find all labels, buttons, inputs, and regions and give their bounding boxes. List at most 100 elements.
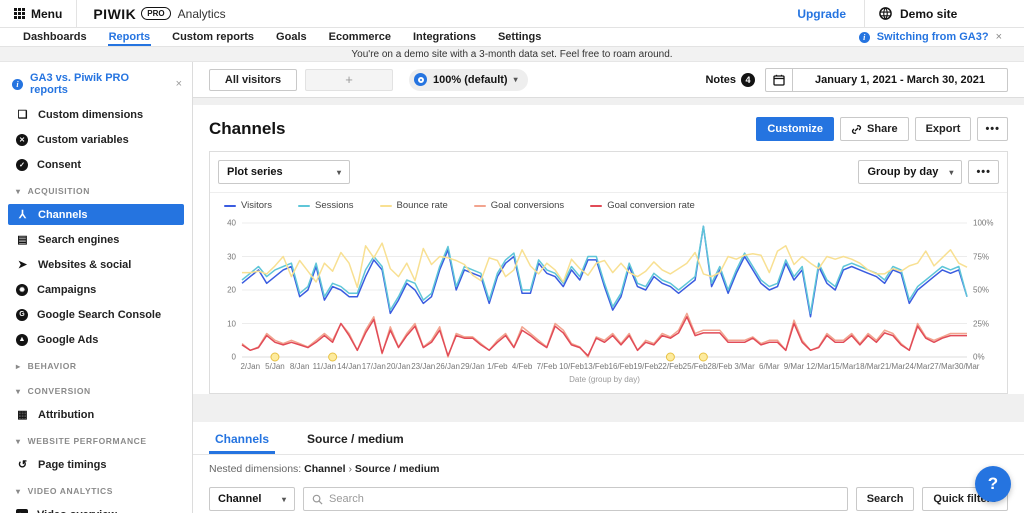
sidebar-item-label: Google Ads — [37, 334, 98, 346]
sidebar-item-label: Attribution — [38, 409, 94, 421]
sidebar-item-label: Campaigns — [37, 284, 96, 296]
legend-swatch — [590, 205, 602, 207]
time-series-chart: 0102030400%25%50%75%100%2/Jan5/Jan8/Jan1… — [210, 215, 1007, 393]
sampling-selector[interactable]: 100% (default) ▾ — [409, 69, 528, 91]
sidebar-item-channels[interactable]: ⅄Channels — [8, 204, 184, 225]
sidebar-item-consent[interactable]: ✓Consent — [8, 154, 184, 175]
y-axis-right-tick: 75% — [973, 252, 989, 261]
legend-label: Bounce rate — [397, 200, 448, 211]
sidebar-section-acquisition[interactable]: ▾ACQUISITION — [8, 182, 184, 200]
x-axis-tick: 18/Mar — [856, 362, 881, 371]
chevron-down-icon: ▾ — [16, 187, 21, 196]
search-input[interactable] — [329, 493, 839, 505]
notes-button[interactable]: Notes 4 — [705, 73, 755, 87]
menu-label: Menu — [31, 7, 62, 21]
search-box — [303, 487, 848, 511]
channels-icon: ⅄ — [16, 208, 29, 221]
nav-tab-ecommerce[interactable]: Ecommerce — [318, 28, 402, 46]
note-marker-icon[interactable] — [666, 353, 674, 361]
sidebar-item-search-engines[interactable]: ▤Search engines — [8, 229, 184, 250]
attribution-icon: ▦ — [16, 408, 29, 421]
consent-icon: ✓ — [16, 159, 28, 171]
sidebar-item-label: Google Search Console — [37, 309, 161, 321]
note-marker-icon[interactable] — [271, 353, 279, 361]
sidebar-item-attribution[interactable]: ▦ Attribution — [8, 404, 184, 425]
sidebar-item-websites-social[interactable]: ➤Websites & social — [8, 254, 184, 275]
report-scroll-area[interactable]: Channels Customize Share Export — [193, 98, 1024, 513]
upgrade-link[interactable]: Upgrade — [779, 7, 864, 21]
legend-label: Sessions — [315, 200, 354, 211]
group-by-select[interactable]: Group by day ▾ — [858, 160, 962, 184]
site-selector[interactable]: Demo site — [864, 0, 1024, 27]
sidebar-item-google-search-console[interactable]: GGoogle Search Console — [8, 304, 184, 325]
legend-item-bounce-rate[interactable]: Bounce rate — [380, 200, 448, 211]
legend-swatch — [224, 205, 236, 207]
nav-tab-settings[interactable]: Settings — [487, 28, 552, 46]
share-label: Share — [867, 123, 898, 135]
x-axis-tick: 20/Jan — [387, 362, 411, 371]
note-marker-icon[interactable] — [329, 353, 337, 361]
report-controls-bar: All visitors + 100% (default) ▾ Notes 4 — [193, 62, 1024, 98]
close-icon[interactable]: × — [996, 31, 1002, 43]
x-axis-tick: 30/Mar — [955, 362, 980, 371]
tab-source-medium[interactable]: Source / medium — [301, 422, 410, 454]
sidebar-item-custom-dimensions[interactable]: ❑Custom dimensions — [8, 104, 184, 125]
note-marker-icon[interactable] — [699, 353, 707, 361]
chevron-down-icon: ▾ — [282, 495, 286, 504]
sidebar-item-page-timings[interactable]: ↺Page timings — [8, 454, 184, 475]
tab-channels[interactable]: Channels — [209, 422, 275, 454]
calendar-button[interactable] — [765, 68, 793, 92]
search-button[interactable]: Search — [856, 487, 915, 511]
customize-button[interactable]: Customize — [756, 117, 834, 141]
nav-tab-integrations[interactable]: Integrations — [402, 28, 487, 46]
segment-all-visitors-button[interactable]: All visitors — [209, 69, 297, 91]
share-button[interactable]: Share — [840, 117, 909, 141]
nav-tab-custom-reports[interactable]: Custom reports — [161, 28, 265, 46]
sidebar-section-website-performance[interactable]: ▾WEBSITE PERFORMANCE — [8, 432, 184, 450]
plot-series-select[interactable]: Plot series ▾ — [218, 160, 350, 184]
sidebar-section-conversion[interactable]: ▾CONVERSION — [8, 382, 184, 400]
x-axis-tick: 8/Jan — [290, 362, 310, 371]
dimensions-table-card: ChannelsSource / medium Nested dimension… — [193, 422, 1024, 513]
sidebar-item-label: Search engines — [38, 234, 119, 246]
add-segment-button[interactable]: + — [305, 69, 393, 91]
sidebar-item-label: Websites & social — [38, 259, 131, 271]
nav-tab-dashboards[interactable]: Dashboards — [12, 28, 98, 46]
x-axis-tick: 1/Feb — [487, 362, 507, 371]
chart-more-button[interactable]: ••• — [968, 160, 999, 184]
x-axis-tick: 7/Feb — [537, 362, 557, 371]
help-button[interactable]: ? — [975, 466, 1011, 502]
more-options-button[interactable]: ••• — [977, 117, 1008, 141]
sidebar-section-video-analytics[interactable]: ▾VIDEO ANALYTICS — [8, 482, 184, 500]
date-range-picker[interactable]: January 1, 2021 - March 30, 2021 — [793, 68, 1008, 92]
nav-tab-goals[interactable]: Goals — [265, 28, 318, 46]
x-axis-tick: 6/Mar — [759, 362, 779, 371]
export-button[interactable]: Export — [915, 117, 972, 141]
series-goal-conversions — [242, 313, 967, 357]
sidebar-section-label: BEHAVIOR — [28, 361, 77, 371]
sidebar-item-video-overview[interactable]: ▸Video overview — [8, 504, 184, 513]
menu-button[interactable]: Menu — [0, 0, 77, 27]
ga3-vs-piwik-link[interactable]: GA3 vs. Piwik PRO reports — [30, 72, 169, 96]
legend-item-sessions[interactable]: Sessions — [298, 200, 354, 211]
legend-item-goal-conversions[interactable]: Goal conversions — [474, 200, 564, 211]
info-icon: i — [859, 32, 870, 43]
legend-item-visitors[interactable]: Visitors — [224, 200, 272, 211]
demo-notice-text: You're on a demo site with a 3-month dat… — [351, 49, 672, 60]
sidebar-item-campaigns[interactable]: ✹Campaigns — [8, 279, 184, 300]
y-axis-right-tick: 50% — [973, 286, 989, 295]
legend-label: Goal conversions — [491, 200, 564, 211]
custom-variables-icon: ✕ — [16, 134, 28, 146]
sidebar-item-label: Video overview — [37, 509, 117, 514]
sidebar-item-custom-variables[interactable]: ✕Custom variables — [8, 129, 184, 150]
dimension-select[interactable]: Channel ▾ — [209, 487, 295, 511]
sidebar-item-google-ads[interactable]: ▲Google Ads — [8, 329, 184, 350]
switching-from-ga3-link[interactable]: Switching from GA3? — [877, 31, 989, 43]
nav-tab-reports[interactable]: Reports — [98, 28, 162, 46]
chevron-down-icon: ▾ — [16, 387, 21, 396]
chevron-down-icon: ▾ — [337, 168, 341, 177]
sidebar-item-label: Page timings — [38, 459, 106, 471]
legend-item-goal-conversion-rate[interactable]: Goal conversion rate — [590, 200, 695, 211]
close-icon[interactable]: × — [176, 78, 182, 90]
sidebar-section-behavior[interactable]: ▸BEHAVIOR — [8, 357, 184, 375]
